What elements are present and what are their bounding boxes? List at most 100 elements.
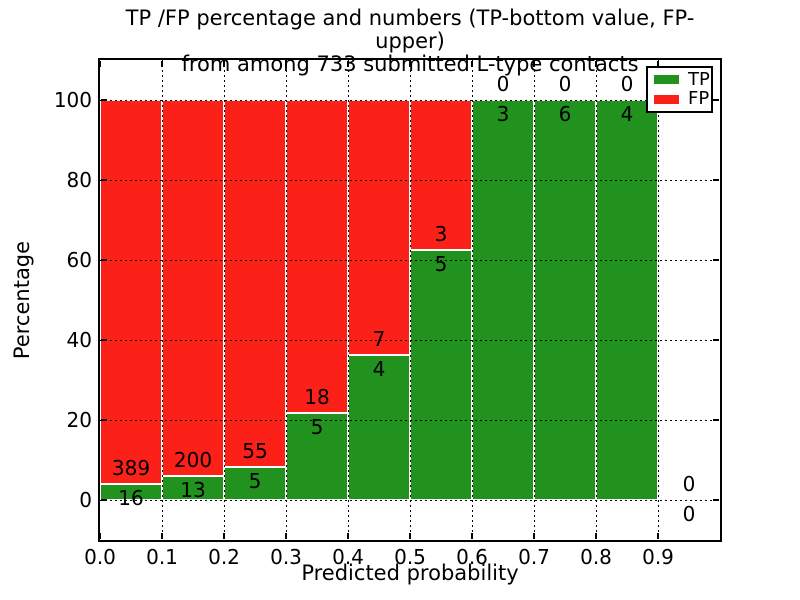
xtick-bottom-0.9 xyxy=(657,533,659,539)
xtick-bottom-0.7 xyxy=(533,533,535,539)
ytick-left-100 xyxy=(101,99,107,101)
legend-label-tp: TP xyxy=(688,68,710,90)
gridline-y-20 xyxy=(100,419,720,421)
x-tick-label-0.6: 0.6 xyxy=(456,545,488,569)
bar-tp-bin1 xyxy=(162,475,224,500)
gridline-x-0.8 xyxy=(595,60,597,540)
tp-count-bin4: 4 xyxy=(372,356,386,381)
tp-count-bin5: 5 xyxy=(434,252,448,276)
fp-count-bin5: 3 xyxy=(434,222,448,246)
fp-count-bin4: 7 xyxy=(372,326,386,351)
fp-count-bin3: 18 xyxy=(304,385,330,410)
gridline-y-60 xyxy=(100,259,720,261)
gridline-x-0.2 xyxy=(223,60,225,540)
xtick-bottom-0 xyxy=(99,533,101,539)
xtick-top-0.3 xyxy=(285,61,287,67)
xtick-top-0.7 xyxy=(533,61,535,67)
ytick-left-20 xyxy=(101,419,107,421)
tp-count-bin1: 13 xyxy=(180,477,206,502)
x-tick-label-0.0: 0.0 xyxy=(84,545,116,569)
x-tick-label-0.4: 0.4 xyxy=(332,545,364,569)
fp-count-bin1: 200 xyxy=(173,447,213,472)
bar-fp-bin3 xyxy=(286,100,348,414)
gridline-x-0.4 xyxy=(347,60,349,540)
fp-count-bin7: 0 xyxy=(558,72,572,96)
xtick-top-0.5 xyxy=(409,61,411,67)
fp-count-bin6: 0 xyxy=(496,72,510,96)
tp-count-bin7: 6 xyxy=(558,102,572,126)
fp-count-bin2: 55 xyxy=(242,438,268,463)
ytick-left-40 xyxy=(101,339,107,341)
gridline-y-100 xyxy=(100,99,720,101)
ytick-right-80 xyxy=(713,179,719,181)
legend-entry-fp: FP xyxy=(648,90,711,108)
xtick-bottom-0.4 xyxy=(347,533,349,539)
gridline-x-0.9 xyxy=(657,60,659,540)
x-tick-label-0.7: 0.7 xyxy=(518,545,550,569)
x-tick-label-0.8: 0.8 xyxy=(580,545,612,569)
ytick-right-20 xyxy=(713,419,719,421)
xtick-bottom-0.6 xyxy=(471,533,473,539)
fp-swatch-icon xyxy=(654,94,679,104)
gridline-y-80 xyxy=(100,179,720,181)
ytick-left-80 xyxy=(101,179,107,181)
ytick-right-40 xyxy=(713,339,719,341)
gridline-x-0.6 xyxy=(471,60,473,540)
bar-fp-bin0 xyxy=(100,100,162,485)
bar-tp-bin3 xyxy=(286,413,348,500)
legend: TP FP xyxy=(646,66,713,113)
gridline-x-0.7 xyxy=(533,60,535,540)
x-axis-label: Predicted probability xyxy=(301,561,519,585)
x-tick-label-0.1: 0.1 xyxy=(146,545,178,569)
tp-count-bin3: 5 xyxy=(310,415,324,440)
y-tick-label-100: 100 xyxy=(53,88,92,112)
ytick-left-0 xyxy=(101,499,107,501)
y-tick-label-60: 60 xyxy=(66,248,92,272)
bar-tp-bin5 xyxy=(410,250,472,500)
xtick-top-0.9 xyxy=(657,61,659,67)
xtick-top-0.4 xyxy=(347,61,349,67)
chart-title-line1: TP /FP percentage and numbers (TP-bottom… xyxy=(125,6,695,53)
bar-tp-bin4 xyxy=(348,354,410,500)
gridline-x-0.5 xyxy=(409,60,411,540)
gridline-x-0.1 xyxy=(161,60,163,540)
gridline-y-0 xyxy=(100,499,720,501)
ytick-right-100 xyxy=(713,99,719,101)
legend-label-fp: FP xyxy=(688,88,710,110)
bar-fp-bin5 xyxy=(410,100,472,250)
xtick-top-0.1 xyxy=(161,61,163,67)
xtick-bottom-0.8 xyxy=(595,533,597,539)
ytick-left-60 xyxy=(101,259,107,261)
x-tick-label-0.2: 0.2 xyxy=(208,545,240,569)
xtick-bottom-0.5 xyxy=(409,533,411,539)
fp-count-bin9: 0 xyxy=(682,472,696,496)
bar-tp-bin7 xyxy=(534,100,596,500)
y-axis-label: Percentage xyxy=(10,240,34,360)
xtick-bottom-0.2 xyxy=(223,533,225,539)
tp-count-bin9: 0 xyxy=(682,502,696,526)
xtick-top-0 xyxy=(99,61,101,67)
x-tick-label-0.9: 0.9 xyxy=(642,545,674,569)
y-tick-label-80: 80 xyxy=(66,168,92,192)
tp-count-bin8: 4 xyxy=(620,102,634,126)
x-tick-label-0.5: 0.5 xyxy=(394,545,426,569)
fp-count-bin8: 0 xyxy=(620,72,634,96)
tp-swatch-icon xyxy=(654,75,679,85)
tp-count-bin0: 16 xyxy=(118,486,144,511)
tp-count-bin6: 3 xyxy=(496,102,510,126)
gridline-y-40 xyxy=(100,339,720,341)
xtick-bottom-0.1 xyxy=(161,533,163,539)
gridline-x-0.3 xyxy=(285,60,287,540)
ytick-right-0 xyxy=(713,499,719,501)
bar-tp-bin6 xyxy=(472,100,534,500)
xtick-top-0.8 xyxy=(595,61,597,67)
ytick-right-60 xyxy=(713,259,719,261)
xtick-bottom-0.3 xyxy=(285,533,287,539)
fp-count-bin0: 389 xyxy=(111,456,151,481)
x-tick-label-0.3: 0.3 xyxy=(270,545,302,569)
bar-tp-bin8 xyxy=(596,100,658,500)
tp-count-bin2: 5 xyxy=(248,468,262,493)
bar-fp-bin2 xyxy=(224,100,286,467)
